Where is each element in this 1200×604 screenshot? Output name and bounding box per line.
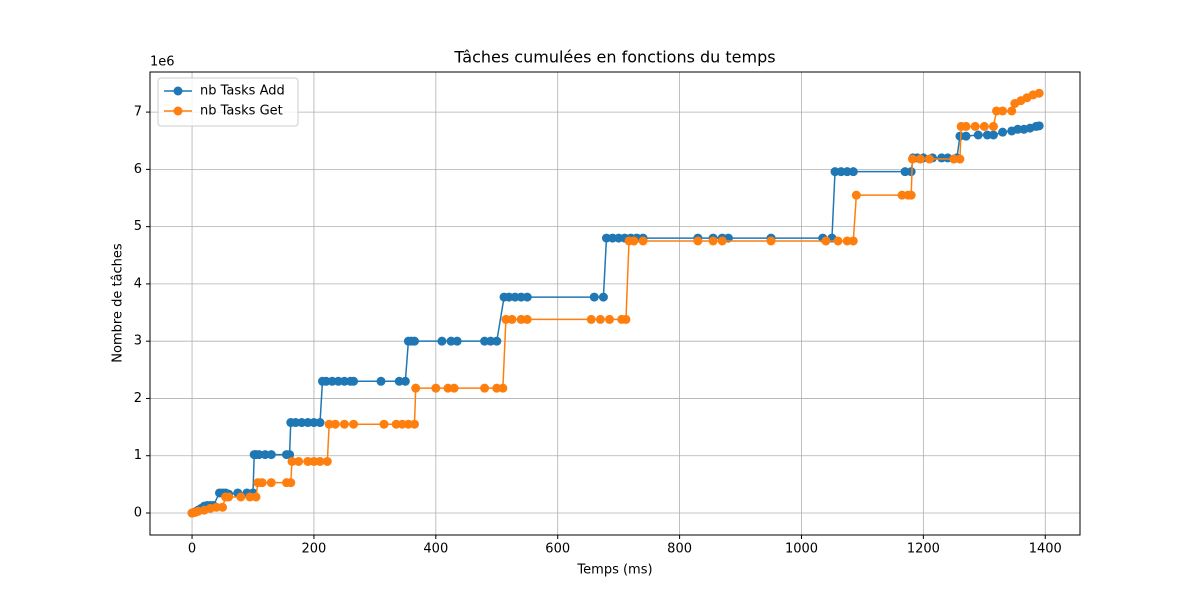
point [349,419,359,429]
legend-label: nb Tasks Get [200,104,283,119]
point [379,419,389,429]
x-tick-label: 600 [545,542,570,557]
x-tick-label: 1000 [785,542,818,557]
point [339,419,349,429]
point [907,154,917,164]
point [411,383,421,393]
point [833,236,843,246]
point [961,121,971,131]
y-axis-label: Nombre de tâches [111,243,126,363]
point [437,336,447,346]
point [955,154,965,164]
point [285,450,295,460]
point [766,236,776,246]
point [915,154,925,164]
point [498,383,508,393]
x-tick-label: 800 [667,542,692,557]
point [998,127,1008,137]
x-tick-label: 0 [188,542,196,557]
point [507,314,517,324]
point [961,131,971,141]
y-offset-label: 1e6 [150,55,175,70]
point [988,121,998,131]
y-tick-label: 2 [134,391,142,406]
point [848,167,858,177]
point [218,502,228,512]
x-axis-label: Temps (ms) [576,563,652,578]
y-tick-label: 3 [134,334,142,349]
point [708,236,718,246]
legend-label: nb Tasks Add [200,84,285,99]
point [998,106,1008,116]
point [586,314,596,324]
point [924,154,934,164]
chart-title: Tâches cumulées en fonctions du temps [453,48,775,67]
legend-marker [173,86,183,96]
point [522,292,532,302]
point [848,236,858,246]
point [821,236,831,246]
x-tick-label: 200 [302,542,327,557]
point [480,383,490,393]
point [409,336,419,346]
point [431,383,441,393]
point [595,314,605,324]
point [589,292,599,302]
point [605,314,615,324]
point [973,130,983,140]
y-tick-label: 1 [134,448,142,463]
point [224,492,234,502]
point [349,376,359,386]
y-tick-label: 7 [134,105,142,120]
point [906,190,916,200]
point [522,314,532,324]
x-tick-label: 1200 [907,542,940,557]
point [988,130,998,140]
point [621,314,631,324]
point [400,376,410,386]
point [376,376,386,386]
point [638,236,648,246]
point [598,292,608,302]
point [1034,88,1044,98]
x-tick-label: 400 [423,542,448,557]
y-tick-label: 5 [134,219,142,234]
point [315,456,325,466]
point [330,419,340,429]
point [287,456,297,466]
point [629,236,639,246]
point [236,492,246,502]
point [970,121,980,131]
point [1034,121,1044,131]
legend-box [157,77,299,127]
point [322,456,332,466]
y-tick-label: 6 [134,162,142,177]
point [717,236,727,246]
point [452,336,462,346]
point [315,418,325,428]
point [979,121,989,131]
point [257,478,267,488]
point [266,450,276,460]
x-tick-label: 1400 [1029,542,1062,557]
point [449,383,459,393]
point [851,190,861,200]
point [492,336,502,346]
point [294,456,304,466]
y-tick-label: 4 [134,276,142,291]
point [286,478,296,488]
point [906,167,916,177]
point [251,492,261,502]
point [266,478,276,488]
legend-marker [173,106,183,116]
point [1007,106,1017,116]
plot-frame [149,71,1081,536]
point [693,236,703,246]
point [409,419,419,429]
y-tick-label: 0 [134,506,142,521]
